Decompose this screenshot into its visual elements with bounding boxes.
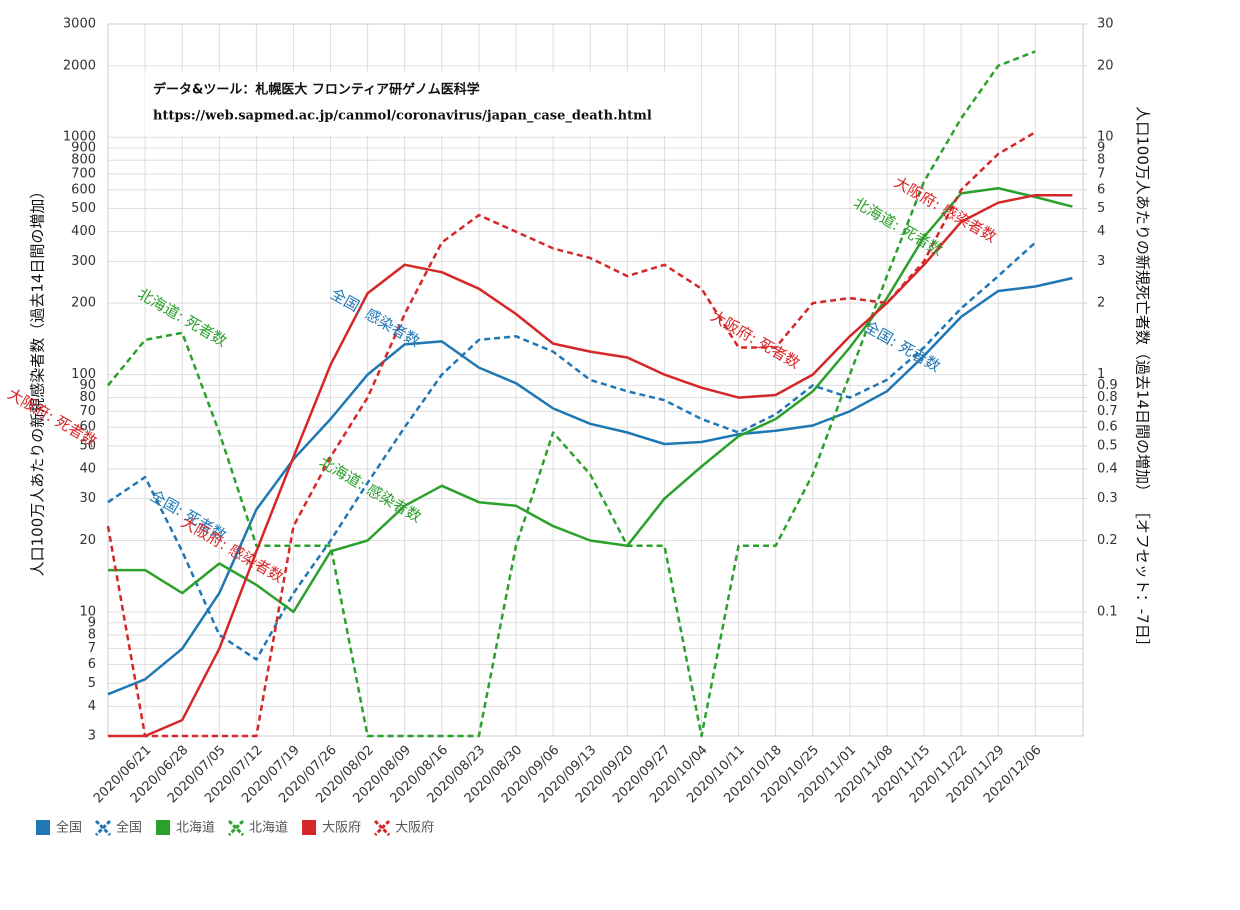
y2-tick-label: 0.8 [1097,390,1118,405]
y2-tick-label: 0.5 [1097,439,1118,454]
y-tick-label: 900 [71,141,96,156]
y-tick-label: 200 [71,296,96,311]
legend-label: 北海道 [249,821,288,836]
legend-label: 全国 [56,820,82,836]
legend-dash [94,819,112,837]
plot-frame [107,23,1084,737]
y2-tick-label: 8 [1097,153,1105,168]
legend-dash [227,819,245,837]
y-tick-label: 8 [88,627,96,642]
legend-label: 大阪府 [322,821,361,836]
y2-tick-label: 0.7 [1097,404,1118,419]
y-tick-label: 20 [79,533,96,548]
legend-swatch [227,819,245,837]
y2-tick-label: 6 [1097,182,1105,197]
y-tick-label: 800 [71,153,96,168]
legend-label: 大阪府 [395,821,434,836]
y2-tick-label: 0.9 [1097,378,1118,393]
y2-tick-label: 10 [1097,130,1114,145]
legend-swatch [94,819,112,837]
y-tick-label: 30 [79,491,96,506]
y-tick-label: 50 [79,439,96,454]
y2-tick-label: 0.2 [1097,533,1118,548]
y-tick-label: 500 [71,201,96,216]
y-tick-label: 9 [88,615,96,630]
y-tick-label: 10 [79,604,96,619]
y-tick-label: 3 [88,729,96,744]
legend-dash [374,819,391,837]
y-tick-label: 80 [79,390,96,405]
death-line [107,241,1037,661]
legend-swatch [302,820,317,835]
y2-tick-label: 0.3 [1097,491,1118,506]
source-box [145,72,680,136]
y2-tick-label: 2 [1097,296,1105,311]
y2-axis-title: 人口100万人あたりの新規死亡者数（過去14日間の増加） ［オフセット：-7日］ [1134,106,1152,653]
legend-swatch [36,820,50,835]
y-tick-label: 600 [71,182,96,197]
y-tick-label: 2000 [63,58,96,73]
legend-swatch [156,820,171,835]
source-text: データ&ツール：札幌医大 フロンティア研ゲノム医科学 [153,82,480,98]
y2-tick-label: 0.1 [1097,604,1118,619]
y-tick-label: 300 [71,254,96,269]
y2-tick-label: 30 [1097,17,1114,32]
y2-tick-label: 4 [1097,224,1105,239]
case-line [107,276,1073,696]
case-line [108,193,1073,738]
y2-tick-label: 0.4 [1097,462,1118,477]
y2-tick-label: 9 [1097,141,1105,156]
y2-tick-label: 1 [1097,367,1105,382]
y-tick-label: 40 [79,462,96,477]
y-tick-label: 4 [88,699,96,714]
y-tick-label: 5 [88,676,96,691]
source-url: https://web.sapmed.ac.jp/canmol/coronavi… [153,109,652,124]
y-tick-label: 6 [88,657,96,672]
y2-tick-label: 7 [1097,167,1105,182]
y2-tick-label: 3 [1097,254,1105,269]
y-axis-title: 人口100万人あたりの新規感染者数（過去14日間の増加） [29,184,47,577]
death-line [106,131,1036,738]
y-tick-label: 7 [88,641,96,656]
y-tick-label: 90 [79,378,96,393]
legend-label: 全国 [116,820,142,836]
legend-label: 北海道 [176,821,215,836]
y-tick-label: 60 [79,420,96,435]
case-line [108,186,1073,614]
y2-tick-label: 5 [1097,201,1105,216]
y-tick-label: 70 [79,404,96,419]
y-tick-label: 1000 [63,130,96,145]
y-tick-label: 700 [71,167,96,182]
y-tick-label: 3000 [63,17,96,32]
y2-tick-label: 0.6 [1097,420,1118,435]
death-line [107,50,1036,738]
y-tick-label: 400 [71,224,96,239]
y-tick-label: 100 [71,367,96,382]
legend-swatch [374,819,391,837]
y2-tick-label: 20 [1097,58,1114,73]
